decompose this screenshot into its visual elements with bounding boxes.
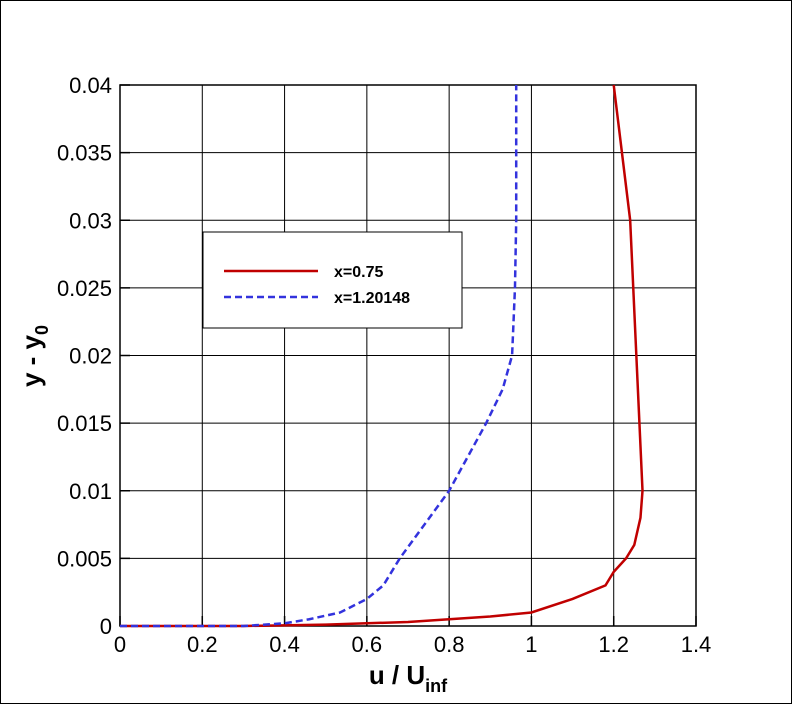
x-tick-label: 0.8: [434, 632, 465, 657]
y-tick-label: 0.025: [57, 276, 112, 301]
y-tick-label: 0: [100, 614, 112, 639]
x-tick-label: 0.4: [269, 632, 300, 657]
series-line: [120, 85, 518, 628]
x-tick-label: 0.2: [187, 632, 218, 657]
y-tick-label: 0.01: [69, 479, 112, 504]
y-axis-label-sub: 0: [32, 325, 52, 335]
x-axis-label-sub: inf: [425, 676, 448, 696]
y-tick-label: 0.015: [57, 411, 112, 436]
x-tick-label: 0.6: [352, 632, 383, 657]
legend-label: x=1.20148: [334, 290, 410, 307]
y-axis-label-main: y - y: [16, 334, 46, 387]
series-line: [120, 84, 644, 628]
y-tick-label: 0.03: [69, 208, 112, 233]
y-axis-label: y - y0: [16, 325, 52, 387]
y-tick-label: 0.035: [57, 141, 112, 166]
grid: [119, 84, 697, 627]
x-tick-label: 1.4: [681, 632, 712, 657]
x-axis-label: u / Uinf: [369, 660, 448, 696]
y-tick-label: 0.02: [69, 344, 112, 369]
plot-border: [119, 84, 697, 627]
x-tick-label: 1: [525, 632, 537, 657]
legend: [202, 231, 463, 329]
y-tick-label: 0.005: [57, 546, 112, 571]
legend-label: x=0.75: [334, 264, 383, 281]
legend-box: [202, 231, 463, 329]
lines: [120, 84, 644, 628]
x-tick-label: 1.2: [598, 632, 629, 657]
x-tick-label: 0: [114, 632, 126, 657]
y-tick-label: 0.04: [69, 73, 112, 98]
x-axis-label-main: u / U: [369, 660, 425, 690]
